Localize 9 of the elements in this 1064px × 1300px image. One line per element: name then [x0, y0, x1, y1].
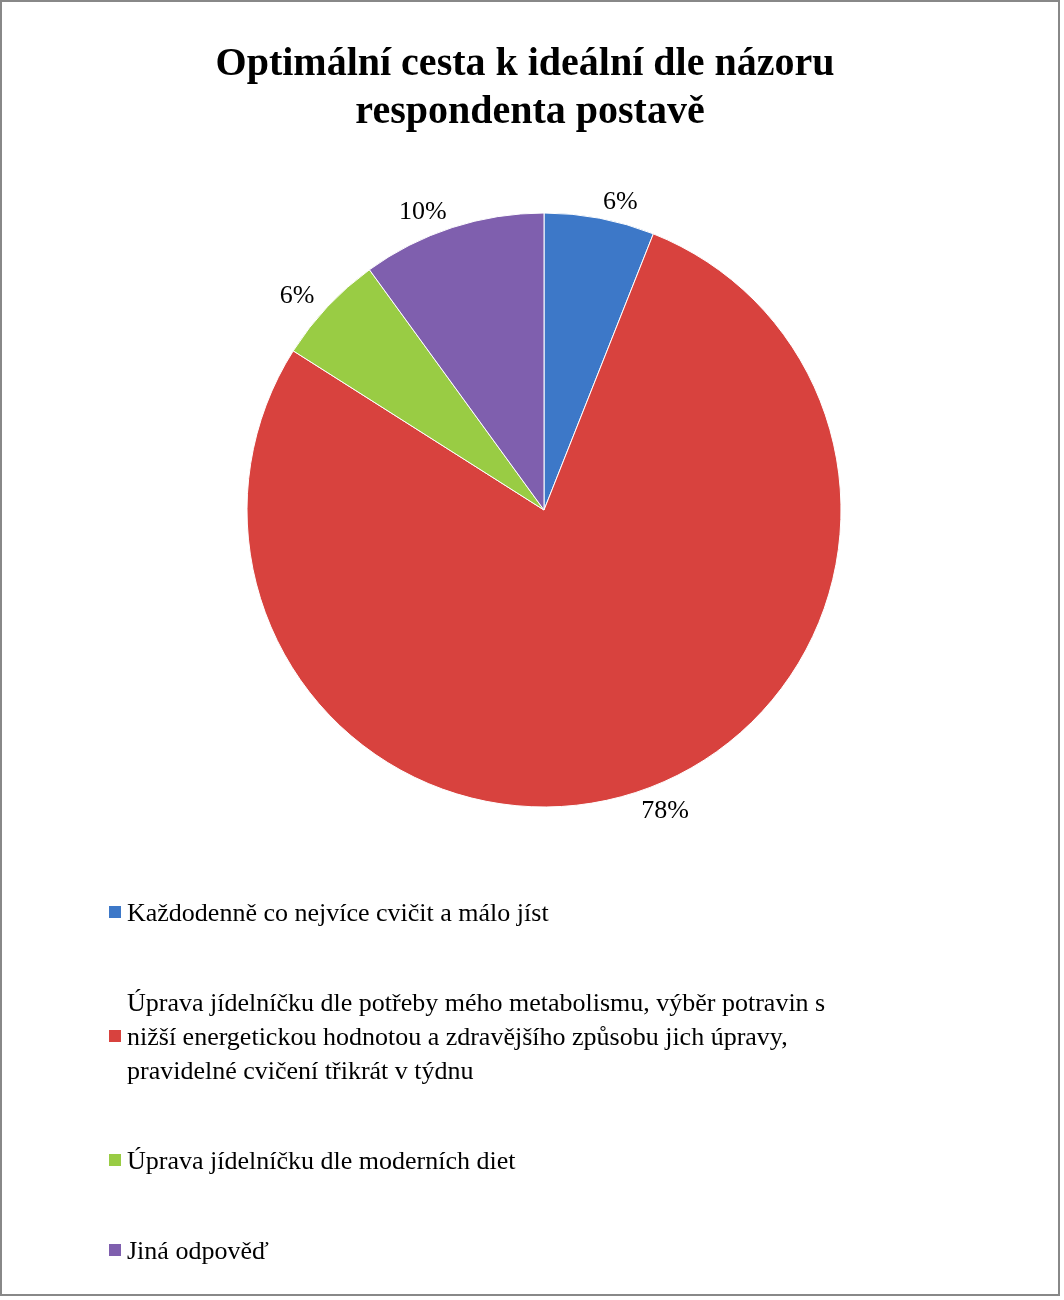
data-label: 10%	[398, 195, 447, 225]
legend-label: Každodenně co nejvíce cvičit a málo jíst	[127, 897, 550, 927]
data-label: 78%	[641, 795, 690, 825]
data-label: 6%	[279, 279, 315, 309]
legend-label: Jiná odpověď	[127, 1235, 269, 1265]
data-label: 6%	[603, 186, 638, 216]
chart-title: Optimální cesta k ideální dle názoru respondenta postavě	[215, 38, 845, 132]
legend-label: Úprava jídelníčku dle moderních diet	[127, 1145, 517, 1175]
legend-label: Úprava jídelníčku dle potřeby mého metabolismu, výběr potravin s nižší energetickou hodnotou a zdravějšího způsobu jich úpravy, pravidelné cvičení třikrát v týdnu	[127, 987, 832, 1085]
